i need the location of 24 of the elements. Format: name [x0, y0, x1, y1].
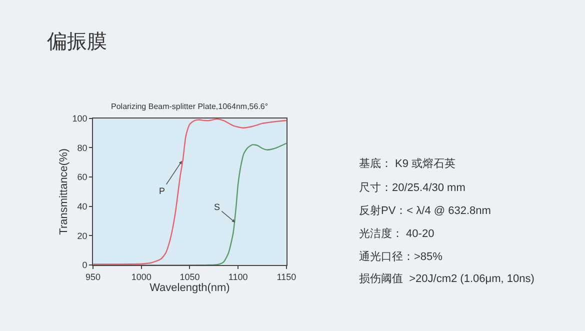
- text: 基底： K9 或熔石英: [359, 157, 456, 170]
- annotation: P: [159, 186, 166, 196]
- x-tick-label: 1100: [228, 272, 248, 282]
- y-tick-label: 80: [77, 142, 88, 153]
- x-tick-label: 950: [86, 272, 101, 282]
- x-axis-title: Wavelength(nm): [150, 282, 230, 294]
- chart-title: Polarizing Beam-splitter Plate,1064nm,56.6°: [111, 102, 268, 111]
- text: 通光口径：>85%: [359, 250, 443, 263]
- text: 反射PV：< λ/4 @ 632.8nm: [359, 204, 491, 217]
- text: 光洁度： 40-20: [359, 227, 434, 240]
- annotation: S: [214, 202, 220, 212]
- y-tick-label: 20: [77, 230, 88, 241]
- y-tick-label: 100: [72, 113, 88, 124]
- x-tick-label: 1050: [180, 272, 200, 282]
- y-axis-title: Transmittance(%): [58, 148, 70, 235]
- text: 尺寸：20/25.4/30 mm: [359, 181, 466, 194]
- y-tick-label: 0: [82, 260, 88, 270]
- y-tick-label: 40: [77, 201, 88, 212]
- text: 损伤阈值 >20J/cm2 (1.06μm, 10ns): [359, 273, 534, 285]
- line-series: [93, 142, 286, 266]
- x-tick-label: 1150: [276, 272, 296, 282]
- x-tick-label: 1000: [131, 272, 152, 282]
- y-tick-label: 60: [77, 172, 88, 182]
- text: 偏振膜: [47, 31, 107, 53]
